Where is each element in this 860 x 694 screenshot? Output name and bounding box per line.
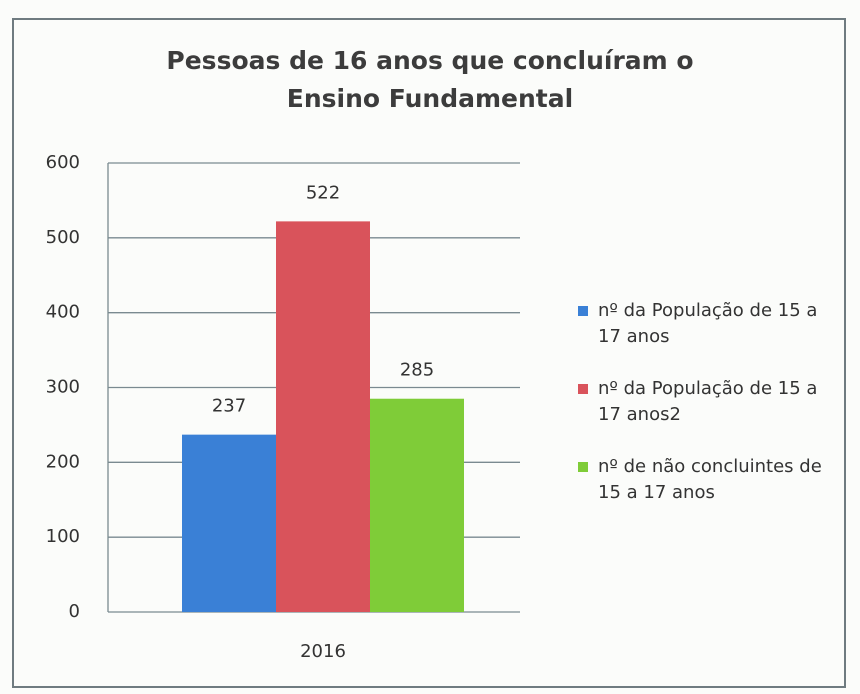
legend: nº da População de 15 a 17 anos nº da Pop… [578, 298, 828, 532]
y-tick-label: 100 [46, 526, 80, 547]
bar [370, 398, 464, 612]
chart-title: Pessoas de 16 anos que concluíram o Ensi… [166, 46, 694, 113]
y-tick-label: 600 [46, 152, 80, 173]
legend-swatch [578, 384, 588, 394]
bar [276, 221, 370, 612]
chart-border [12, 18, 846, 688]
legend-swatch [578, 306, 588, 316]
y-tick-label: 500 [46, 227, 80, 248]
y-tick-label: 300 [46, 377, 80, 398]
data-label: 522 [306, 182, 340, 203]
legend-label: nº da População de 15 a 17 anos2 [598, 378, 818, 425]
legend-swatch [578, 462, 588, 472]
y-tick-label: 400 [46, 302, 80, 323]
y-tick-label: 0 [69, 601, 80, 622]
bar [182, 434, 276, 612]
data-label: 285 [400, 360, 434, 381]
data-label: 237 [212, 396, 246, 417]
legend-item: nº da População de 15 a 17 anos2 [578, 376, 828, 454]
legend-item: nº da População de 15 a 17 anos [578, 298, 828, 376]
legend-label: nº de não concluintes de 15 a 17 anos [598, 456, 822, 503]
legend-label: nº da População de 15 a 17 anos [598, 300, 818, 347]
legend-item: nº de não concluintes de 15 a 17 anos [578, 454, 828, 532]
y-tick-label: 200 [46, 451, 80, 472]
x-tick-label: 2016 [300, 641, 346, 662]
